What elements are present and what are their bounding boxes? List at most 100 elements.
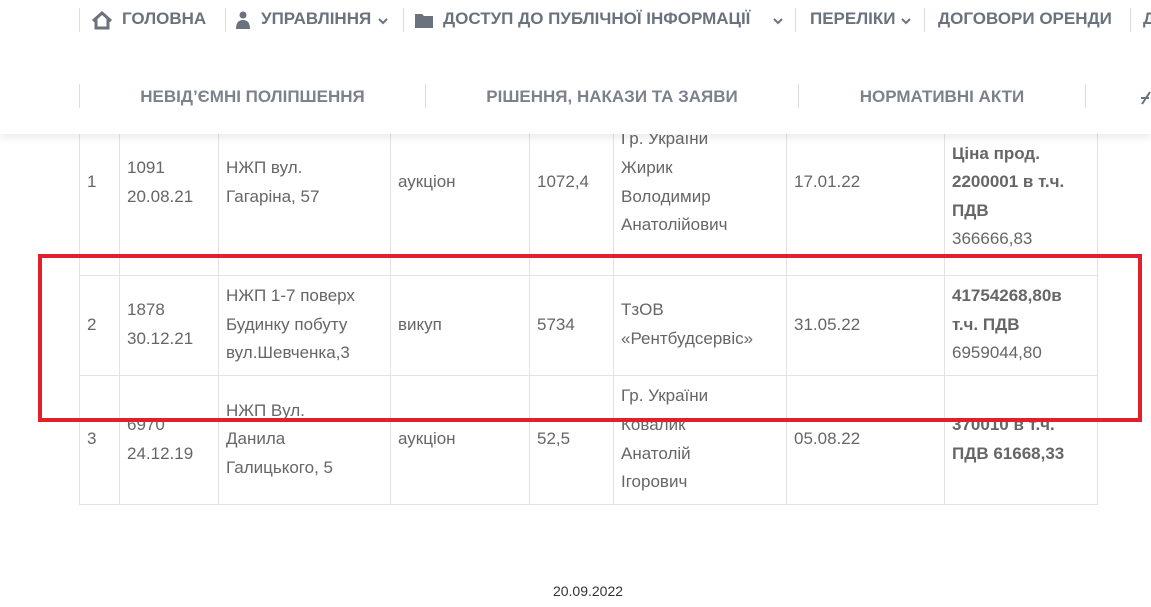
home-icon [92, 10, 112, 30]
cell-line: викуп [398, 314, 442, 334]
row-border [79, 504, 1098, 505]
table-cell: 52,5 [529, 375, 613, 504]
table-cell: 41754268,80в т.ч. ПДВ 6959044,80 [944, 275, 1097, 375]
navigation-bar: ГОЛОВНА УПРАВЛІННЯ ДОСТУП ДО ПУБЛІЧНОЇ ІНФ… [0, 0, 1151, 134]
nav-link[interactable]: РІШЕННЯ, НАКАЗИ ТА ЗАЯВИ [486, 87, 738, 106]
cell-line: 41754268,80в [952, 286, 1062, 306]
cell-line: 30.12.21 [127, 329, 194, 348]
cell-line: т.ч. ПДВ [952, 314, 1020, 334]
column-border [218, 90, 219, 504]
column-border [613, 90, 614, 504]
cell-line: Ігорович [621, 472, 688, 492]
table-cell: викуп [390, 275, 529, 375]
cell-line: 1 [87, 172, 97, 192]
table-cell: 1072,4 [529, 90, 613, 275]
table-cell: 1091 20.08.21 [119, 90, 218, 275]
cell-line: Галицького, 5 [226, 457, 333, 477]
footer-date: 20.09.2022 [552, 583, 624, 599]
column-border [786, 90, 787, 504]
cell-line: аукціон [398, 429, 456, 449]
table-cell: 31.05.22 [786, 275, 944, 375]
table-cell: 5734 [529, 275, 613, 375]
table-cell: 1 [79, 90, 119, 275]
table-cell: Гр. України Жирик Володимир Анатолійович [613, 90, 786, 275]
nav-separator [1130, 8, 1131, 32]
cell-line: ПДВ 61668,33 [952, 443, 1065, 463]
cell-line: аукціон [398, 172, 456, 192]
cell-line: ПДВ [952, 200, 989, 220]
nav-separator [79, 84, 80, 108]
column-border [119, 90, 120, 504]
cell-line: НЖП вул. [226, 157, 303, 177]
table-cell: ТзОВ «Рентбудсервіс» [613, 275, 786, 375]
cell-line: 5734 [537, 314, 575, 334]
nav-link[interactable]: УПРАВЛІННЯ [261, 9, 372, 28]
column-border [390, 90, 391, 504]
cell-line: вул.Шевченка,3 [226, 343, 350, 363]
cell-line: Данила [226, 429, 286, 449]
cell-line: 17.01.22 [794, 172, 861, 192]
cell-line: Анатолій [621, 443, 691, 463]
nav-separator [79, 8, 80, 32]
cell-line: 05.08.22 [794, 429, 861, 449]
cell-line: Гагаріна, 57 [226, 186, 320, 206]
table-cell: НЖП вул. Гагаріна, 57 [218, 90, 390, 275]
cell-line: 366666,83 [952, 229, 1033, 249]
cell-line: Гр. України [621, 129, 709, 149]
table-cell: 3 [79, 375, 119, 504]
cell-line: 1072,4 [537, 172, 589, 192]
nav-separator [1085, 84, 1086, 108]
table-cell: аукціон [390, 375, 529, 504]
nav-separator [795, 8, 796, 32]
column-border [529, 90, 530, 504]
cell-line: 31.05.22 [794, 314, 861, 334]
cell-line: Володимир [621, 186, 711, 206]
nav-separator [798, 84, 799, 108]
pin-icon [1141, 91, 1151, 105]
table-cell: 17.01.22 [786, 90, 944, 275]
cell-line: Ціна прод. [952, 143, 1040, 163]
cell-line: 24.12.19 [127, 443, 194, 463]
nav-link[interactable]: ПЕРЕЛІКИ [810, 9, 896, 28]
nav-link[interactable]: ГОЛОВНА [122, 9, 207, 28]
table-cell: Гр. України Ковалик Анатолій Ігорович [613, 375, 786, 504]
cell-line: 2 [87, 314, 97, 334]
user-icon-body [236, 20, 250, 29]
nav-link[interactable]: НОРМАТИВНІ АКТИ [859, 87, 1025, 106]
cell-line: Анатолійович [621, 215, 728, 235]
cell-line: 20.08.21 [127, 186, 194, 206]
cell-line: 52,5 [537, 429, 571, 449]
cell-line: Гр. України [621, 386, 709, 406]
cell-line: НЖП 1-7 поверх [226, 286, 355, 306]
table-cell: аукціон [390, 90, 529, 275]
cell-line: НЖП Вул. [226, 400, 305, 420]
cell-line: «Рентбудсервіс» [621, 329, 754, 348]
user-icon [239, 11, 247, 19]
nav-link[interactable]: ДОГОВОРИ ОРЕНДИ [938, 9, 1112, 28]
nav-link[interactable]: ДОСТУП ДО ПУБЛІЧНОЇ ІНФОРМАЦІЇ [443, 9, 751, 28]
cell-line: 6959044,80 [952, 343, 1042, 363]
table-cell: НЖП 1-7 поверх Будинку побуту вул.Шевченка… [218, 275, 390, 375]
cell-line: Будинку побуту [226, 314, 348, 334]
table-cell: 1878 30.12.21 [119, 275, 218, 375]
folder-icon [415, 14, 433, 28]
nav-separator [403, 8, 404, 32]
cell-line: 1091 [127, 157, 165, 177]
chevron [901, 18, 911, 25]
table-cell: 05.08.22 [786, 375, 944, 504]
chevron [378, 18, 388, 25]
nav-separator [425, 84, 426, 108]
column-border [1097, 90, 1098, 504]
cell-line: Жирик [621, 157, 673, 177]
nav-icons [92, 10, 1151, 105]
nav-link[interactable]: Д [1143, 9, 1151, 28]
nav-link[interactable]: НЕВІД’ЄМНІ ПОЛІПШЕННЯ [140, 87, 365, 106]
row-border [79, 275, 1098, 276]
highlight-box [38, 254, 1142, 422]
cell-line: ТзОВ [621, 300, 664, 320]
row-border [79, 375, 1098, 376]
nav-separator [924, 8, 925, 32]
cell-line: 2200001 в т.ч. [952, 172, 1065, 192]
cell-line: 3 [87, 429, 97, 449]
